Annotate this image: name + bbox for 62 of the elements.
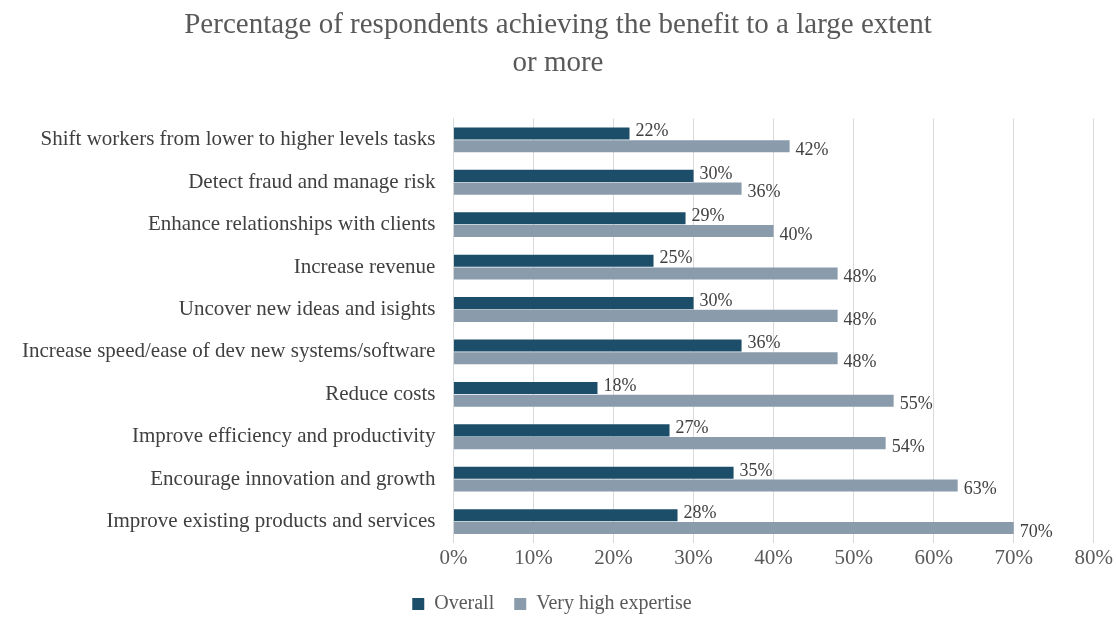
data-label: 55% — [899, 393, 933, 414]
y-tick-label: Detect fraud and manage risk — [188, 168, 436, 193]
bar — [453, 169, 694, 182]
bar — [453, 309, 838, 322]
bar — [453, 297, 694, 310]
data-label: 54% — [891, 435, 925, 456]
data-label: 40% — [779, 223, 813, 244]
bar — [453, 254, 654, 267]
data-label: 42% — [795, 138, 829, 159]
legend-label: Overall — [434, 591, 495, 614]
data-label: 25% — [659, 247, 693, 268]
data-label: 48% — [843, 308, 877, 329]
y-tick-label: Enhance relationships with clients — [147, 211, 436, 236]
y-tick-label: Encourage innovation and growth — [150, 465, 436, 490]
legend-label: Very high expertise — [536, 591, 692, 615]
data-label: 30% — [699, 162, 733, 183]
data-label: 35% — [739, 459, 773, 480]
bar — [453, 267, 838, 280]
data-label: 18% — [603, 374, 637, 395]
bar — [453, 381, 598, 395]
bar — [453, 394, 894, 407]
bar — [453, 521, 1014, 534]
x-tick-label: 30% — [674, 544, 713, 569]
data-label: 36% — [747, 332, 781, 353]
data-label: 27% — [675, 417, 709, 438]
bar — [453, 479, 958, 492]
x-tick-label: 60% — [914, 544, 953, 569]
data-label: 28% — [683, 501, 717, 522]
bar — [453, 509, 678, 522]
x-tick-label: 50% — [834, 544, 873, 569]
y-tick-label: Reduce costs — [325, 380, 436, 405]
y-tick-label: Improve efficiency and productivity — [131, 423, 436, 448]
bar — [453, 466, 734, 479]
y-tick-label: Shift workers from lower to higher levels tasks — [40, 126, 436, 151]
data-label: 70% — [1019, 520, 1053, 541]
data-label: 29% — [691, 205, 725, 226]
y-tick-label: Improve existing products and services — [106, 508, 436, 533]
bar — [453, 224, 774, 238]
y-tick-label: Increase revenue — [293, 253, 436, 278]
bar — [453, 339, 742, 352]
data-label: 63% — [963, 478, 997, 499]
bar — [453, 127, 630, 140]
bar — [453, 212, 686, 225]
data-label: 30% — [699, 289, 733, 310]
data-label: 22% — [635, 120, 669, 141]
y-tick-label: Uncover new ideas and isights — [178, 296, 436, 321]
x-tick-label: 80% — [1074, 544, 1113, 569]
bar — [453, 424, 670, 437]
x-tick-label: 70% — [994, 544, 1033, 569]
x-tick-label: 10% — [514, 544, 553, 569]
x-tick-label: 0% — [439, 544, 468, 569]
y-tick-label: Increase speed/ease of dev new systems/software — [22, 338, 436, 363]
chart-title: Percentage of respondents achieving the benefit to a large extent or more — [183, 6, 933, 79]
bar — [453, 437, 886, 450]
bar — [453, 352, 838, 365]
data-label: 48% — [843, 266, 877, 287]
data-label: 48% — [843, 351, 877, 372]
bar — [453, 140, 790, 153]
x-tick-label: 20% — [594, 544, 633, 569]
bar — [453, 182, 742, 195]
data-label: 36% — [747, 181, 781, 202]
x-tick-label: 40% — [754, 544, 793, 569]
